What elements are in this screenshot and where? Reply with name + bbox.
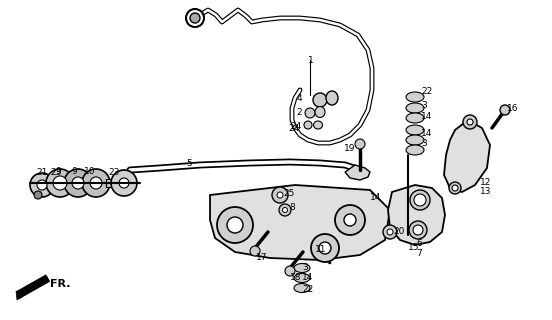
Circle shape: [319, 242, 331, 254]
Circle shape: [111, 170, 137, 196]
Text: 2: 2: [296, 108, 302, 116]
Ellipse shape: [314, 121, 322, 129]
Text: 14: 14: [370, 193, 381, 202]
Circle shape: [46, 169, 74, 197]
Circle shape: [279, 204, 291, 216]
Text: 1: 1: [308, 55, 314, 65]
Circle shape: [355, 139, 365, 149]
Circle shape: [500, 105, 510, 115]
Ellipse shape: [406, 113, 424, 123]
Text: 19: 19: [343, 143, 355, 153]
Circle shape: [311, 234, 339, 262]
Circle shape: [304, 121, 312, 129]
Text: 23: 23: [108, 167, 119, 177]
Text: 4: 4: [296, 93, 302, 102]
Ellipse shape: [294, 284, 310, 292]
Text: 5: 5: [186, 158, 192, 167]
Text: 14: 14: [302, 274, 314, 283]
Text: 24: 24: [289, 124, 300, 132]
Ellipse shape: [326, 91, 338, 105]
Text: 15: 15: [408, 244, 420, 252]
Text: 13: 13: [480, 188, 491, 196]
Circle shape: [30, 173, 54, 197]
Circle shape: [82, 169, 110, 197]
Circle shape: [313, 93, 327, 107]
Polygon shape: [444, 120, 490, 192]
Polygon shape: [106, 179, 114, 187]
Circle shape: [90, 177, 102, 189]
Ellipse shape: [294, 263, 310, 273]
Circle shape: [64, 169, 92, 197]
Text: 17: 17: [256, 253, 268, 262]
Text: 7: 7: [416, 250, 422, 259]
Circle shape: [119, 178, 129, 188]
Ellipse shape: [294, 274, 310, 283]
Ellipse shape: [406, 135, 424, 145]
Text: 11: 11: [315, 245, 326, 254]
Circle shape: [227, 217, 243, 233]
Polygon shape: [210, 185, 390, 260]
Text: 22: 22: [421, 86, 432, 95]
Ellipse shape: [406, 103, 424, 113]
Circle shape: [410, 190, 430, 210]
Circle shape: [452, 185, 458, 191]
Ellipse shape: [406, 92, 424, 102]
Circle shape: [72, 177, 84, 189]
Circle shape: [283, 207, 288, 212]
Text: 3: 3: [302, 263, 308, 273]
Circle shape: [449, 182, 461, 194]
Text: 3: 3: [421, 100, 427, 109]
Text: 23: 23: [50, 167, 61, 177]
Text: 12: 12: [480, 178, 491, 187]
Polygon shape: [16, 291, 22, 300]
Text: 24: 24: [291, 122, 302, 131]
Circle shape: [305, 108, 315, 118]
Text: 8: 8: [289, 204, 295, 212]
Polygon shape: [388, 185, 445, 245]
Circle shape: [285, 266, 295, 276]
Circle shape: [272, 187, 288, 203]
Circle shape: [250, 246, 260, 256]
Text: 9: 9: [55, 166, 61, 175]
Text: 25: 25: [283, 188, 294, 197]
Circle shape: [383, 225, 397, 239]
Circle shape: [277, 192, 283, 198]
Text: 14: 14: [421, 129, 432, 138]
Circle shape: [34, 191, 42, 199]
Circle shape: [463, 115, 477, 129]
Ellipse shape: [315, 107, 325, 117]
Circle shape: [190, 13, 200, 23]
Text: 20: 20: [393, 228, 405, 236]
Text: 6: 6: [416, 238, 422, 247]
Text: 21: 21: [36, 167, 47, 177]
Text: 10: 10: [84, 166, 95, 175]
Text: 18: 18: [290, 274, 301, 283]
Ellipse shape: [406, 145, 424, 155]
Circle shape: [186, 9, 204, 27]
Text: 22: 22: [302, 285, 313, 294]
Circle shape: [467, 119, 473, 125]
Circle shape: [409, 221, 427, 239]
Circle shape: [217, 207, 253, 243]
Circle shape: [414, 194, 426, 206]
Text: 9: 9: [71, 166, 77, 175]
Text: 14: 14: [421, 111, 432, 121]
Circle shape: [335, 205, 365, 235]
Circle shape: [37, 180, 47, 190]
Circle shape: [53, 176, 67, 190]
Text: 3: 3: [421, 139, 427, 148]
Ellipse shape: [406, 125, 424, 135]
Circle shape: [387, 229, 393, 235]
Circle shape: [344, 214, 356, 226]
Text: FR.: FR.: [50, 279, 71, 289]
Polygon shape: [345, 165, 370, 180]
Text: 16: 16: [507, 103, 518, 113]
Circle shape: [413, 225, 423, 235]
